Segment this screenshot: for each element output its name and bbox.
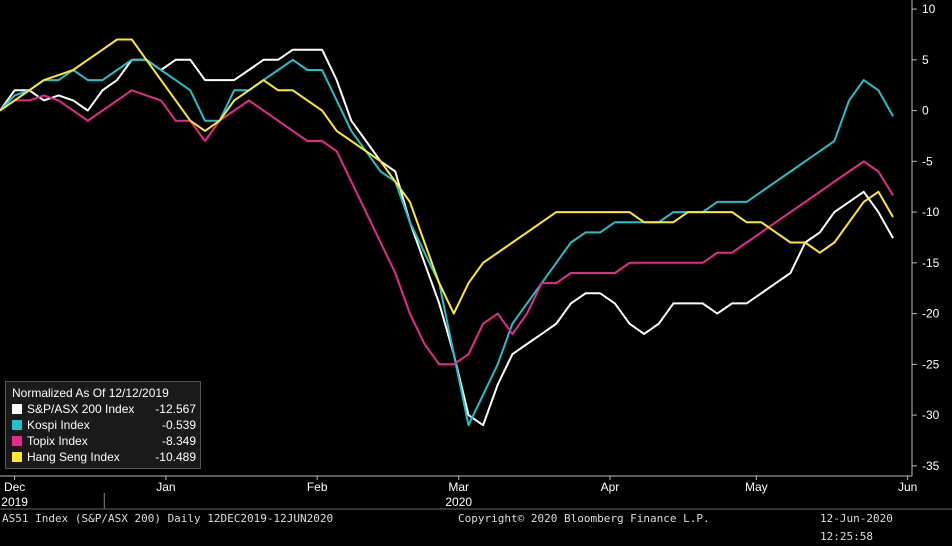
chart-legend: Normalized As Of 12/12/2019 S&P/ASX 200 … xyxy=(5,381,201,469)
legend-name-hangseng: Hang Seng Index xyxy=(27,450,120,464)
y-tick-label: -20 xyxy=(922,307,940,321)
legend-item-kospi: Kospi Index -0.539 xyxy=(12,417,196,433)
legend-value-asx200: -12.567 xyxy=(155,402,196,416)
y-tick-label: -15 xyxy=(922,256,940,270)
legend-title: Normalized As Of 12/12/2019 xyxy=(12,386,169,400)
line-chart: 10 5 0 -5 -10 -15 -20 -25 -30 -35 Dec Jan Feb Mar Apr M… xyxy=(0,0,952,510)
x-year-label: 2020 xyxy=(445,495,472,509)
y-tick-label: -10 xyxy=(922,205,940,219)
y-tick-label: -35 xyxy=(922,459,940,473)
legend-value-topix: -8.349 xyxy=(161,434,196,448)
x-year-label: 2019 xyxy=(1,495,28,509)
legend-item-hangseng: Hang Seng Index -10.489 xyxy=(12,449,196,465)
x-tick-label: Apr xyxy=(601,480,620,494)
legend-name-asx200: S&P/ASX 200 Index xyxy=(27,402,135,416)
legend-item-asx200: S&P/ASX 200 Index -12.567 xyxy=(12,401,196,417)
legend-value-hangseng: -10.489 xyxy=(155,450,196,464)
series-line-s-p-asx-200-index xyxy=(0,48,894,427)
x-tick-label: Dec xyxy=(4,480,25,494)
legend-swatch-topix xyxy=(12,436,22,446)
legend-item-topix: Topix Index -8.349 xyxy=(12,433,196,449)
footer-security: AS51 Index (S&P/ASX 200) Daily 12DEC2019… xyxy=(2,512,334,525)
footer-copyright: Copyright© 2020 Bloomberg Finance L.P. xyxy=(458,512,710,525)
series-line-kospi-index xyxy=(0,58,894,427)
y-tick-label: -5 xyxy=(922,154,933,168)
legend-value-kospi: -0.539 xyxy=(161,418,196,432)
series-layer xyxy=(0,38,894,427)
footer-timestamp: 12-Jun-2020 12:25:58 xyxy=(820,512,893,543)
chart-footer: AS51 Index (S&P/ASX 200) Daily 12DEC2019… xyxy=(0,510,952,543)
y-tick-label: 10 xyxy=(922,2,936,16)
y-tick-label: 0 xyxy=(922,104,929,118)
x-tick-label: Mar xyxy=(448,480,469,494)
x-tick-label: Jun xyxy=(898,480,917,494)
legend-swatch-hangseng xyxy=(12,452,22,462)
series-line-hang-seng-index xyxy=(0,38,894,315)
legend-swatch-asx200 xyxy=(12,404,22,414)
series-line-topix-index xyxy=(0,89,894,366)
y-tick-label: 5 xyxy=(922,53,929,67)
legend-swatch-kospi xyxy=(12,420,22,430)
legend-name-kospi: Kospi Index xyxy=(27,418,90,432)
x-tick-label: Feb xyxy=(307,480,328,494)
axis-layer: 10 5 0 -5 -10 -15 -20 -25 -30 -35 Dec Jan Feb Mar Apr M… xyxy=(0,0,952,510)
y-tick-label: -30 xyxy=(922,408,940,422)
legend-name-topix: Topix Index xyxy=(27,434,88,448)
x-tick-label: Jan xyxy=(156,480,175,494)
y-tick-label: -25 xyxy=(922,357,940,371)
x-tick-label: May xyxy=(745,480,768,494)
